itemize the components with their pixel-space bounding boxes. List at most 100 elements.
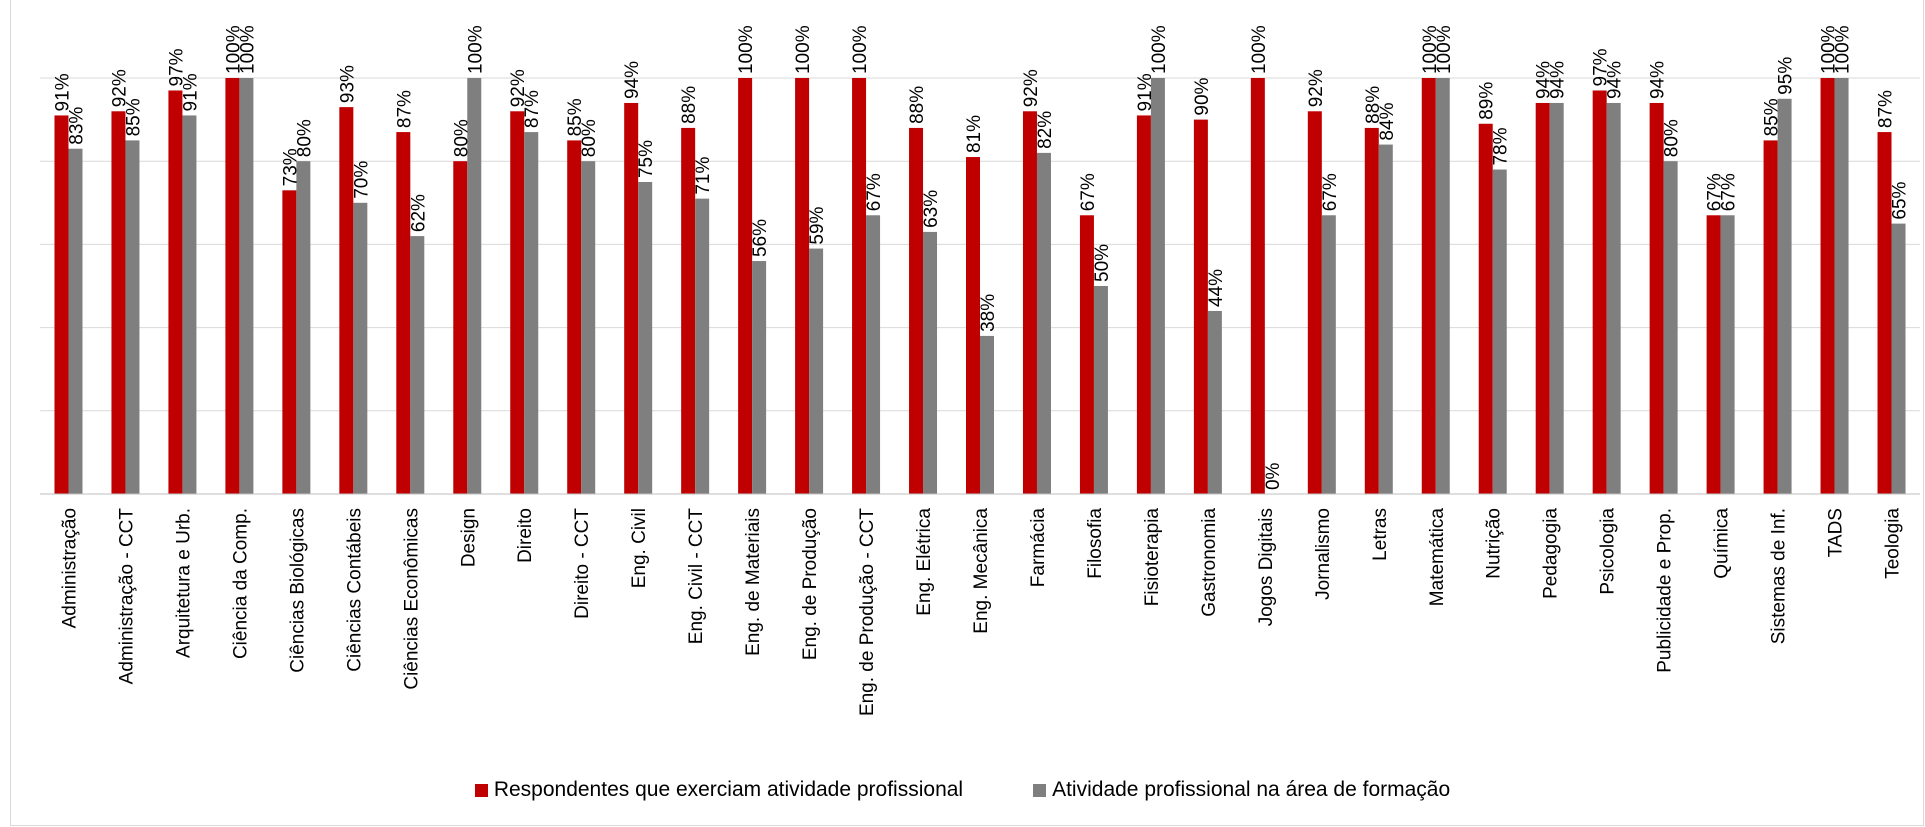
bar-respondentes (1763, 140, 1778, 494)
data-label: 80% (1662, 119, 1683, 157)
data-label: 71% (693, 157, 714, 195)
data-label: 38% (978, 294, 999, 332)
data-label: 100% (1420, 25, 1441, 74)
bar-area-formacao (410, 236, 425, 494)
x-tick-label: Ciências Biológicas (287, 508, 308, 673)
bar-respondentes (1877, 132, 1892, 494)
x-tick-label: Ciência da Comp. (230, 508, 251, 659)
x-tick-label: Administração (59, 508, 80, 628)
bar-area-formacao (1777, 98, 1792, 495)
bar-area-formacao (524, 132, 539, 494)
data-label: 82% (1035, 111, 1056, 149)
bar-respondentes (1364, 127, 1379, 495)
bar-respondentes (225, 78, 240, 494)
bar-respondentes (1706, 215, 1721, 494)
data-label: 95% (1776, 57, 1797, 95)
data-label: 67% (1078, 173, 1099, 211)
bar-respondentes (852, 78, 867, 494)
data-labels: 91%83%92%85%97%91%100%100%73%80%93%70%87… (52, 25, 1910, 490)
data-label: 70% (351, 161, 372, 199)
data-label: 97% (1591, 48, 1612, 86)
data-label: 87% (1876, 90, 1897, 128)
data-label: 50% (1092, 244, 1113, 282)
data-label: 94% (1534, 61, 1555, 99)
data-label: 88% (679, 86, 700, 124)
bar-respondentes (1421, 78, 1436, 494)
x-tick-label: Direito (515, 508, 536, 563)
bar-area-formacao (1834, 78, 1849, 494)
data-label: 100% (736, 25, 757, 74)
data-label: 100% (465, 25, 486, 74)
bar-area-formacao (353, 202, 368, 495)
x-tick-label: TADS (1826, 508, 1847, 557)
bar-area-formacao (1435, 78, 1450, 494)
data-label: 62% (408, 194, 429, 232)
data-label: 100% (1833, 25, 1854, 74)
x-tick-label: Ciências Contábeis (344, 508, 365, 672)
data-label: 100% (1819, 25, 1840, 74)
bar-area-formacao (1492, 169, 1507, 494)
bar-respondentes (1592, 90, 1607, 494)
data-label: 92% (109, 69, 130, 107)
bar-area-formacao (1549, 102, 1564, 495)
x-tick-label: Gastronomia (1199, 508, 1220, 617)
x-tick-label: Jornalismo (1313, 508, 1334, 600)
data-label: 80% (579, 119, 600, 157)
x-tick-label: Direito - CCT (572, 508, 593, 619)
bar-respondentes (111, 111, 126, 494)
data-label: 100% (223, 25, 244, 74)
data-label: 80% (451, 119, 472, 157)
data-label: 92% (1306, 69, 1327, 107)
data-label: 80% (294, 119, 315, 157)
legend-item-series-2: Atividade profissional na área de formaç… (1033, 778, 1450, 802)
bar-respondentes (1478, 123, 1493, 494)
data-label: 100% (1149, 25, 1170, 74)
bar-area-formacao (695, 198, 710, 494)
data-label: 56% (750, 219, 771, 257)
data-label: 94% (1605, 61, 1626, 99)
legend-label-series-1: Respondentes que exerciam atividade prof… (493, 778, 964, 801)
bar-area-formacao (1321, 215, 1336, 494)
x-tick-label: Eng. Civil (629, 508, 650, 588)
data-label: 97% (166, 48, 187, 86)
data-label: 92% (1021, 69, 1042, 107)
bar-respondentes (396, 132, 411, 494)
x-tick-label: Publicidade e Prop. (1655, 508, 1676, 673)
data-label: 100% (1249, 25, 1270, 74)
data-label: 67% (1320, 173, 1341, 211)
data-label: 73% (280, 148, 301, 186)
data-label: 94% (1648, 61, 1669, 99)
bar-respondentes (1307, 111, 1322, 494)
x-tick-label: Administração - CCT (116, 508, 137, 685)
x-tick-label: Ciências Econômicas (401, 508, 422, 690)
x-tick-label: Eng. Civil - CCT (686, 508, 707, 645)
bar-area-formacao (1378, 144, 1393, 494)
bar-respondentes (1079, 215, 1094, 494)
bar-respondentes (1022, 111, 1037, 494)
legend-item-series-1: Respondentes que exerciam atividade prof… (474, 778, 964, 802)
x-tick-label: Psicologia (1598, 508, 1619, 595)
bar-respondentes (681, 127, 696, 495)
data-label: 91% (52, 73, 73, 111)
bar-area-formacao (1606, 102, 1621, 495)
x-tick-label: Farmácia (1028, 508, 1049, 588)
bar-area-formacao (581, 161, 596, 494)
data-label: 87% (394, 90, 415, 128)
data-label: 78% (1491, 127, 1512, 165)
data-label: 0% (1263, 462, 1284, 490)
x-tick-label: Eng. Mecânica (971, 508, 992, 634)
bar-area-formacao (68, 148, 83, 494)
bar-respondentes (1250, 78, 1265, 494)
bar-respondentes (1136, 115, 1151, 494)
bar-area-formacao (1093, 286, 1108, 494)
data-label: 92% (508, 69, 529, 107)
data-label: 83% (66, 107, 87, 145)
x-tick-label: Design (458, 508, 479, 567)
data-label: 94% (1548, 61, 1569, 99)
bar-respondentes (966, 157, 980, 495)
x-tick-label: Eng. de Materiais (743, 508, 764, 656)
x-tick-label: Nutrição (1484, 508, 1505, 579)
x-tick-labels: Administração Administração - CCT Arquitet… (59, 508, 1903, 716)
data-label: 44% (1206, 269, 1227, 307)
